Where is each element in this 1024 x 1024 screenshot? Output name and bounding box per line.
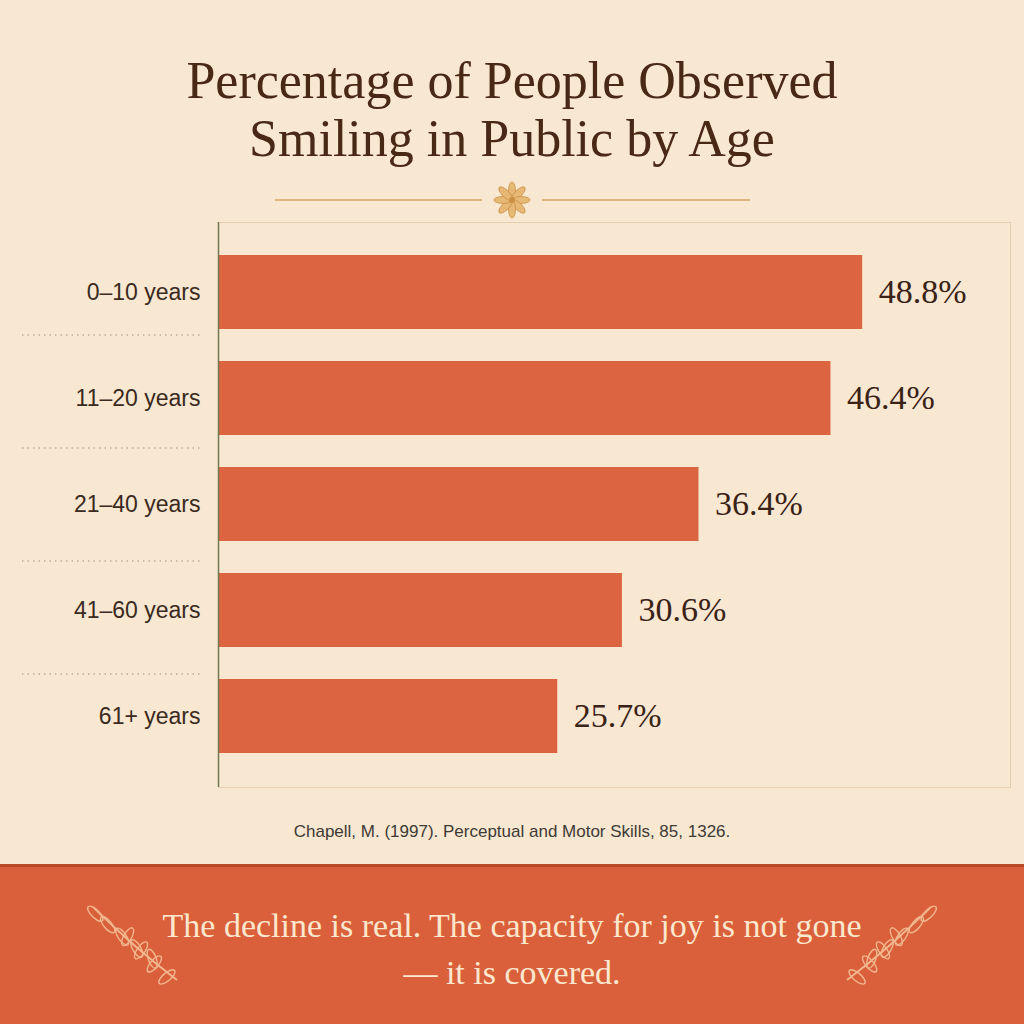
svg-text:61+ years: 61+ years [99,703,201,729]
html-text:The decline is real. The capac: The decline is real. The capacity for jo… [162,907,862,991]
svg-text:36.4%: 36.4% [715,485,803,522]
svg-text:46.4%: 46.4% [847,379,935,416]
html-text:Chapell, M. (1997). Perceptual: Chapell, M. (1997). Perceptual and Motor… [293,822,731,841]
svg-text:41–60 years: 41–60 years [74,597,201,623]
svg-text:25.7%: 25.7% [574,697,662,734]
svg-text:21–40 years: 21–40 years [74,491,201,517]
svg-text:0–10 years: 0–10 years [87,279,201,305]
svg-text:48.8%: 48.8% [879,273,967,310]
html-text:Percentage of People Observed: Percentage of People Observed Smiling in… [186,52,838,168]
svg-text:30.6%: 30.6% [638,591,726,628]
svg-text:11–20 years: 11–20 years [76,385,201,411]
